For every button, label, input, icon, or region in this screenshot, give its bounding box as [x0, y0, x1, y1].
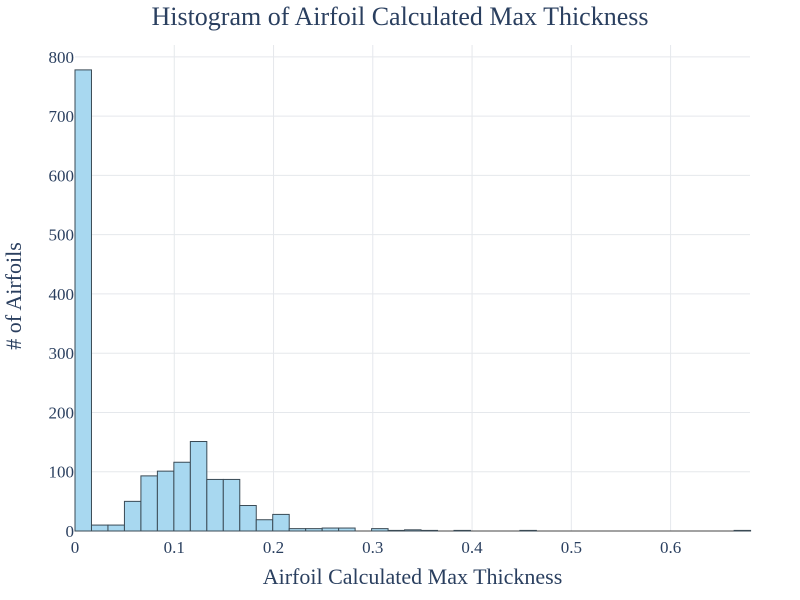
y-tick-label: 400	[49, 285, 75, 304]
histogram-bar[interactable]	[239, 505, 257, 532]
y-tick-label: 500	[49, 226, 75, 245]
histogram-bar[interactable]	[733, 529, 752, 532]
histogram-bar[interactable]	[156, 470, 175, 532]
chart-title: Histogram of Airfoil Calculated Max Thic…	[151, 2, 649, 31]
histogram-bar[interactable]	[140, 475, 158, 532]
y-tick-label: 200	[49, 403, 75, 422]
histogram-bar[interactable]	[206, 478, 224, 532]
histogram-bar[interactable]	[173, 461, 191, 532]
histogram-bar[interactable]	[321, 527, 340, 532]
histogram-bar[interactable]	[387, 529, 406, 532]
y-tick-label: 600	[49, 166, 75, 185]
x-tick-label: 0.2	[263, 538, 284, 557]
y-axis-label: # of Airfoils	[1, 242, 26, 350]
x-tick-label: 0	[71, 538, 80, 557]
histogram-bar[interactable]	[107, 524, 125, 532]
y-tick-label: 0	[66, 522, 75, 541]
histogram-bar[interactable]	[305, 528, 323, 532]
histogram-bar[interactable]	[222, 478, 241, 532]
x-tick-label: 0.6	[660, 538, 681, 557]
histogram-bars	[74, 69, 752, 532]
x-tick-label: 0.3	[362, 538, 383, 557]
x-tick-label: 0.1	[164, 538, 185, 557]
histogram-bar[interactable]	[420, 529, 439, 532]
grid	[75, 45, 750, 532]
histogram-bar[interactable]	[288, 528, 307, 532]
histogram-bar[interactable]	[255, 519, 274, 532]
histogram-bar[interactable]	[371, 528, 389, 532]
histogram-bar[interactable]	[123, 500, 142, 532]
histogram-bar[interactable]	[90, 524, 109, 532]
y-tick-label: 300	[49, 344, 75, 363]
histogram-bar[interactable]	[189, 441, 208, 532]
histogram-bar[interactable]	[272, 513, 290, 532]
x-axis-label: Airfoil Calculated Max Thickness	[262, 564, 563, 589]
y-tick-label: 100	[49, 463, 75, 482]
histogram-bar[interactable]	[404, 529, 422, 532]
histogram-bar[interactable]	[74, 69, 92, 532]
x-tick-label: 0.4	[461, 538, 483, 557]
tick-labels: 0 0.1 0.2 0.3 0.4 0.5 0.6 0 100 200 300 400 500 600 70…	[49, 48, 682, 557]
x-tick-label: 0.5	[561, 538, 582, 557]
y-tick-label: 800	[49, 48, 75, 67]
histogram-bar[interactable]	[519, 529, 537, 532]
histogram-bar[interactable]	[338, 527, 356, 532]
histogram-bar[interactable]	[453, 529, 471, 532]
y-tick-label: 700	[49, 107, 75, 126]
